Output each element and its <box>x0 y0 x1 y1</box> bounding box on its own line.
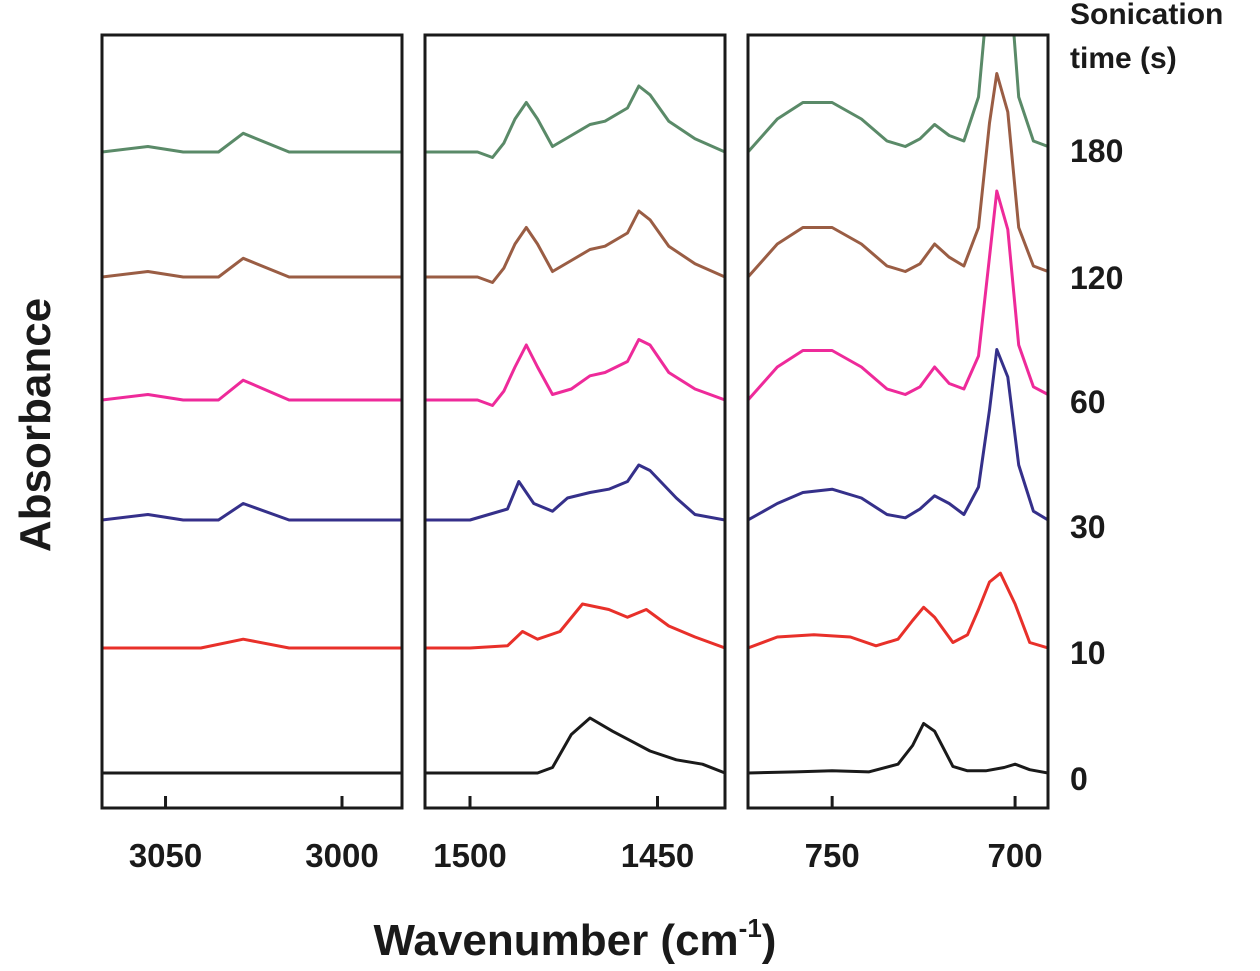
x-tick-label: 750 <box>805 837 860 874</box>
panel-2-traces <box>425 84 725 775</box>
series-120-line-panel-1 <box>102 256 402 279</box>
legend-title-line2: time (s) <box>1070 42 1177 75</box>
series-10-line-panel-3 <box>748 571 1048 650</box>
panels-layer: 3050 3000 1500 1450 750 700 <box>100 33 1050 874</box>
x-tick-label: 1450 <box>621 837 694 874</box>
series-10-line-panel-2 <box>425 602 725 650</box>
x-tick-label: 3000 <box>305 837 378 874</box>
series-60-line-panel-3 <box>748 189 1048 401</box>
series-180-line-panel-1 <box>102 131 402 154</box>
panel-1-traces <box>102 131 402 775</box>
series-120-line-panel-2 <box>425 209 725 284</box>
series-30-line-panel-1 <box>102 502 402 522</box>
time-labels-layer: 0 10 30 60 120 180 <box>1070 133 1123 797</box>
series-60-line-panel-1 <box>102 378 402 402</box>
panel-1: 3050 3000 <box>100 33 404 874</box>
series-120-line-panel-3 <box>748 72 1048 278</box>
series-label-0: 0 <box>1070 761 1088 797</box>
series-label-60: 60 <box>1070 384 1106 420</box>
x-tick-label: 1500 <box>433 837 506 874</box>
x-tick-label: 700 <box>988 837 1043 874</box>
x-axis-title-sup: -1 <box>739 913 762 943</box>
series-label-10: 10 <box>1070 635 1106 671</box>
series-10-line-panel-1 <box>102 637 402 650</box>
series-label-120: 120 <box>1070 260 1123 296</box>
x-axis-title-main: Wavenumber (cm <box>374 916 739 965</box>
series-60-line-panel-2 <box>425 338 725 407</box>
panel-2: 1500 1450 <box>423 33 727 874</box>
x-axis-title-end: ) <box>762 916 777 965</box>
series-30-line-panel-2 <box>425 463 725 522</box>
panel-3-frame <box>746 33 1050 810</box>
x-axis-title: Wavenumber (cm-1) <box>374 913 777 965</box>
series-label-30: 30 <box>1070 509 1106 545</box>
series-180-line-panel-3 <box>748 35 1048 153</box>
x-tick-label: 3050 <box>129 837 202 874</box>
series-30-line-panel-3 <box>748 348 1048 522</box>
panel-3-traces <box>748 35 1048 775</box>
legend-title-line1: Sonication <box>1070 0 1223 31</box>
y-axis-title: Absorbance <box>11 298 60 552</box>
panel-3: 750 700 <box>746 33 1050 874</box>
series-label-180: 180 <box>1070 133 1123 169</box>
series-0-line-panel-3 <box>748 722 1048 775</box>
panel-2-frame <box>423 33 727 810</box>
panel-1-frame <box>100 33 404 810</box>
series-0-line-panel-2 <box>425 716 725 775</box>
series-180-line-panel-2 <box>425 84 725 159</box>
